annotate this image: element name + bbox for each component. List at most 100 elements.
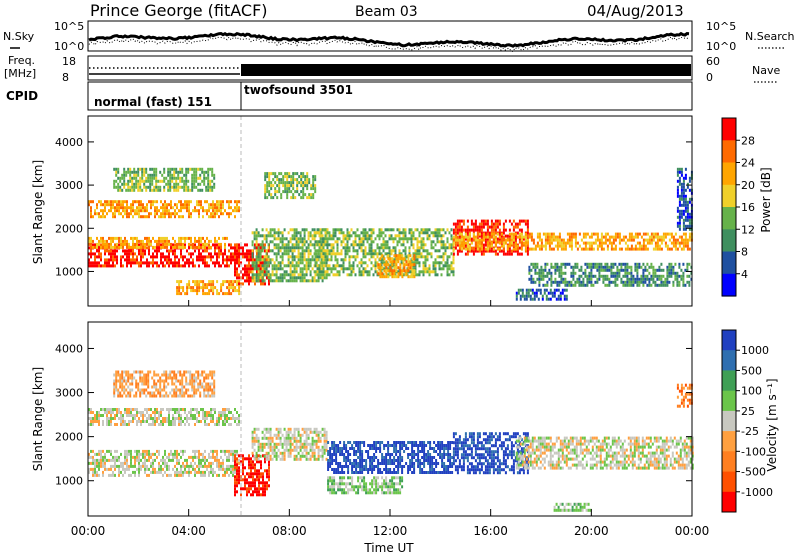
heatmap-cell xyxy=(140,452,142,456)
heatmap-cell xyxy=(612,274,615,278)
heatmap-cell xyxy=(168,249,170,253)
heatmap-cell xyxy=(456,249,459,253)
heatmap-cell xyxy=(557,297,560,301)
heatmap-cell xyxy=(526,238,529,242)
heatmap-cell xyxy=(202,411,204,414)
heatmap-cell xyxy=(496,225,499,229)
heatmap-cell xyxy=(208,243,210,247)
heatmap-cell xyxy=(482,252,485,256)
heatmap-cell xyxy=(96,203,98,207)
heatmap-cell xyxy=(280,172,283,176)
heatmap-cell xyxy=(202,417,204,420)
heatmap-cell xyxy=(251,231,254,235)
heatmap-cell xyxy=(462,238,465,242)
heatmap-cell xyxy=(519,288,522,292)
heatmap-cell xyxy=(276,184,279,188)
heatmap-cell xyxy=(216,239,218,243)
heatmap-cell xyxy=(88,417,90,420)
heatmap-cell xyxy=(177,182,180,186)
heatmap-cell xyxy=(305,279,308,283)
heatmap-cell xyxy=(100,464,102,468)
heatmap-cell xyxy=(283,264,286,268)
heatmap-cell xyxy=(374,264,377,268)
heatmap-cell xyxy=(348,231,351,235)
heatmap-cell xyxy=(102,242,104,246)
heatmap-cell xyxy=(652,274,655,278)
heatmap-cell xyxy=(500,244,503,248)
heatmap-cell xyxy=(616,265,619,269)
heatmap-cell xyxy=(172,261,174,265)
heatmap-cell xyxy=(494,244,497,248)
heatmap-cell xyxy=(580,283,583,287)
heatmap-cell xyxy=(214,411,216,414)
heatmap-cell xyxy=(116,258,118,262)
heatmap-cell xyxy=(114,258,116,262)
heatmap-cell xyxy=(406,237,409,241)
heatmap-cell xyxy=(300,184,303,188)
heatmap-cell xyxy=(402,273,405,277)
heatmap-cell xyxy=(542,274,545,278)
heatmap-cell xyxy=(152,470,154,474)
heatmap-cell xyxy=(199,173,202,177)
heatmap-cell xyxy=(317,258,320,262)
heatmap-cell xyxy=(267,246,270,250)
heatmap-cell xyxy=(142,455,144,459)
heatmap-cell xyxy=(410,234,413,238)
heatmap-cell xyxy=(218,249,220,253)
heatmap-cell xyxy=(299,246,302,250)
heatmap-cell xyxy=(144,470,146,474)
heatmap-cell xyxy=(137,185,140,189)
heatmap-cell xyxy=(158,215,160,219)
heatmap-cell xyxy=(140,245,142,249)
heatmap-cell xyxy=(108,252,110,256)
heatmap-cell xyxy=(170,473,172,477)
heatmap-cell xyxy=(246,279,248,283)
heatmap-cell xyxy=(526,246,529,250)
heatmap-cell xyxy=(352,243,355,247)
heatmap-cell xyxy=(136,408,138,411)
heatmap-cell xyxy=(394,273,397,277)
heatmap-cell xyxy=(574,238,577,242)
heatmap-cell xyxy=(688,197,691,201)
heatmap-cell xyxy=(604,235,607,239)
heatmap-cell xyxy=(450,228,453,232)
heatmap-cell xyxy=(295,276,298,280)
heatmap-cell xyxy=(346,231,349,235)
heatmap-cell xyxy=(680,170,683,174)
heatmap-cell xyxy=(152,417,154,420)
heatmap-cell xyxy=(588,235,591,239)
heatmap-cell xyxy=(540,271,543,275)
heatmap-cell xyxy=(322,267,325,271)
heatmap-cell xyxy=(676,238,679,242)
heatmap-cell xyxy=(360,270,363,274)
heatmap-cell xyxy=(126,255,128,259)
heatmap-cell xyxy=(586,274,589,278)
heatmap-cell xyxy=(114,423,116,426)
heatmap-cell xyxy=(527,294,530,298)
heatmap-cell xyxy=(588,244,591,248)
heatmap-cell xyxy=(187,185,190,189)
heatmap-cell xyxy=(295,228,298,232)
heatmap-cell xyxy=(192,280,195,284)
heatmap-cell xyxy=(204,411,206,414)
heatmap-cell xyxy=(568,280,571,284)
heatmap-cell xyxy=(458,232,461,236)
heatmap-cell xyxy=(198,411,200,414)
heatmap-cell xyxy=(150,455,152,459)
heatmap-cell xyxy=(162,212,164,216)
heatmap-cell xyxy=(403,257,406,261)
heatmap-cell xyxy=(472,228,475,232)
heatmap-cell xyxy=(292,184,295,188)
heatmap-cell xyxy=(150,408,152,411)
heatmap-cell xyxy=(174,417,176,420)
heatmap-cell xyxy=(302,193,305,197)
heatmap-cell xyxy=(100,264,102,268)
heatmap-cell xyxy=(178,423,180,426)
heatmap-cell xyxy=(226,455,228,459)
heatmap-cell xyxy=(560,280,563,284)
heatmap-cell xyxy=(185,182,188,186)
heatmap-cell xyxy=(206,264,208,268)
heatmap-cell xyxy=(113,385,116,389)
heatmap-cell xyxy=(582,271,585,275)
heatmap-cell xyxy=(110,258,112,262)
